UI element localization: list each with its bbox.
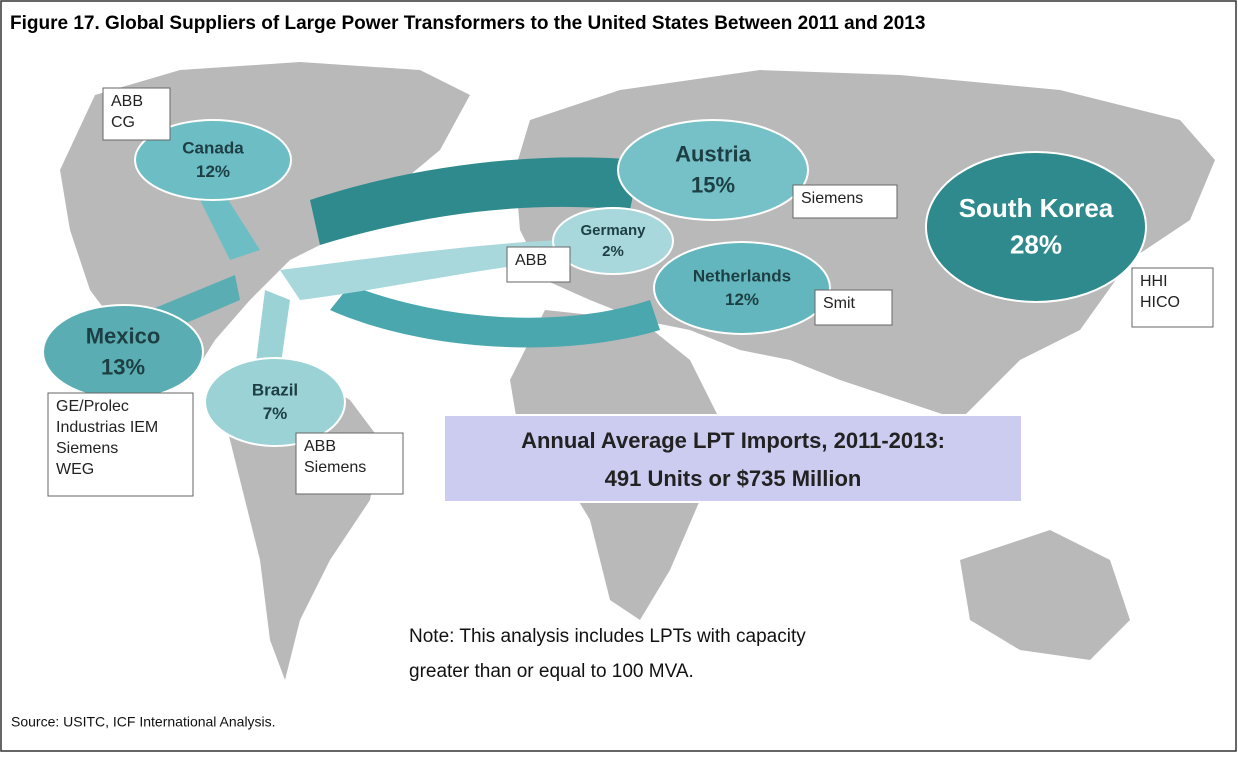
supplier-name: ABB — [515, 252, 547, 269]
country-name: Netherlands — [693, 266, 791, 285]
supplier-name: Siemens — [304, 459, 366, 476]
arrow-netherlands — [330, 285, 660, 348]
arrow-austria — [310, 157, 640, 245]
supplier-name: CG — [111, 114, 135, 131]
country-bubble — [42, 304, 204, 400]
supplier-box — [295, 432, 404, 495]
arrow-germany — [280, 240, 560, 300]
supplier-name: Siemens — [56, 440, 118, 457]
country-bubble — [925, 151, 1147, 303]
supplier-name: HHI — [1140, 273, 1168, 290]
note: Note: This analysis includes LPTs with c… — [409, 626, 806, 647]
country-name: Brazil — [252, 380, 298, 399]
country-bubble — [552, 207, 674, 275]
country-name: Mexico — [86, 324, 161, 349]
supplier-box — [47, 392, 194, 497]
supplier-name: Smit — [823, 295, 856, 312]
source: Source: USITC, ICF International Analysi… — [11, 714, 276, 730]
country-share: 13% — [101, 354, 145, 379]
country-bubble — [653, 241, 831, 335]
supplier-box — [792, 184, 898, 219]
country-name: Germany — [580, 222, 646, 239]
country-name: South Korea — [959, 193, 1114, 223]
flow-arrows — [150, 157, 660, 370]
supplier-name: ABB — [304, 438, 336, 455]
supplier-name: WEG — [56, 461, 94, 478]
country-share: 12% — [196, 162, 230, 181]
supplier-name: Siemens — [801, 190, 863, 207]
supplier-name: HICO — [1140, 294, 1180, 311]
country-name: Canada — [182, 138, 244, 157]
australia — [960, 530, 1130, 660]
arrow-canada — [200, 195, 260, 260]
title: Figure 17. Global Suppliers of Large Pow… — [10, 13, 925, 34]
country-bubble — [204, 357, 346, 447]
country-bubble — [617, 119, 809, 221]
arrow-brazil — [255, 290, 290, 370]
country-name: Austria — [675, 142, 752, 167]
supplier-box — [814, 289, 893, 326]
supplier-box — [102, 87, 171, 141]
country-share: 2% — [602, 243, 624, 260]
supplier-name: Industrias IEM — [56, 419, 158, 436]
country-share: 28% — [1010, 229, 1062, 259]
supplier-box — [506, 246, 571, 283]
note: greater than or equal to 100 MVA. — [409, 661, 694, 682]
country-share: 7% — [263, 404, 288, 423]
summary-line: 491 Units or $735 Million — [605, 466, 862, 491]
world-map — [60, 62, 1215, 680]
country-share: 12% — [725, 290, 759, 309]
supplier-box — [1131, 267, 1214, 328]
summary-box — [443, 414, 1023, 503]
summary-line: Annual Average LPT Imports, 2011-2013: — [521, 428, 945, 453]
country-bubble — [134, 119, 292, 201]
supplier-name: ABB — [111, 93, 143, 110]
supplier-name: GE/Prolec — [56, 398, 129, 415]
country-share: 15% — [691, 172, 735, 197]
